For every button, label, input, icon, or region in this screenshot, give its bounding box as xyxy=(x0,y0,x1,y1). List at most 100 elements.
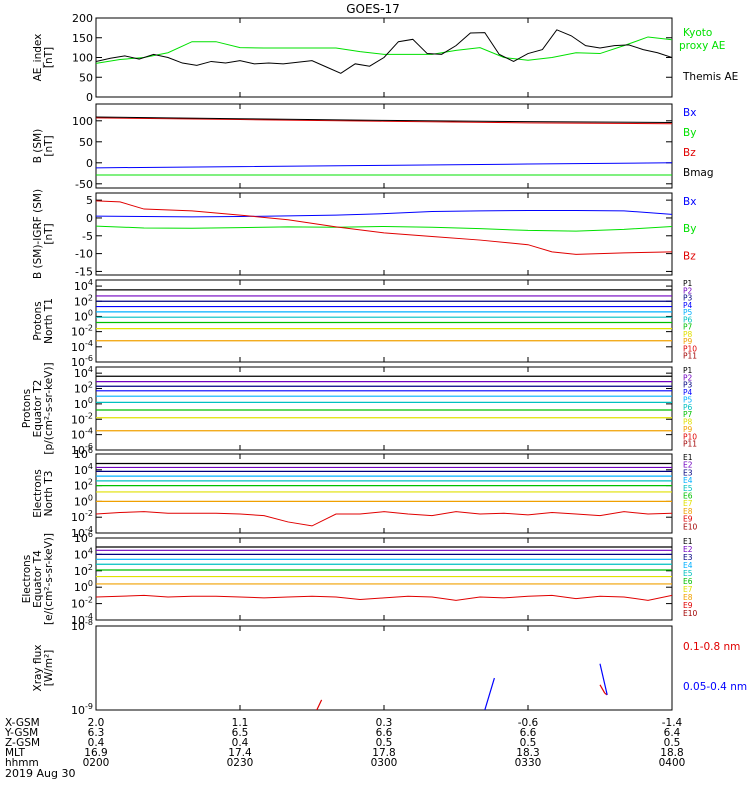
x-date-label: 2019 Aug 30 xyxy=(5,767,75,780)
y-tick-label: 100 xyxy=(74,493,93,508)
x-row-value: 6.5 xyxy=(232,727,249,739)
legend-label: E9 xyxy=(683,515,693,524)
legend-label: E7 xyxy=(683,499,693,508)
y-axis-label: [e/(cm²-s-sr-keV)] xyxy=(43,533,55,625)
legend-label: P11 xyxy=(683,440,697,449)
y-tick-label: 102 xyxy=(74,478,93,493)
legend-label: Bz xyxy=(683,147,696,159)
x-axis-annotation: 2019 Aug 30 X-GSM 2.0 1.1 0.3 -0.6 -1.4 Y-GSM 6… xyxy=(4,717,685,780)
y-axis-label: [p/(cm²-s-sr-keV)] xyxy=(43,362,55,454)
panel-frame xyxy=(95,453,673,534)
y-tick-label: 102 xyxy=(74,563,93,578)
panel-8: 10-8 10-9 Xray flux [W/m²] 0.1-0.8 nm 0.05-0.… xyxy=(32,618,747,717)
legend-label: 0.05-0.4 nm xyxy=(683,681,747,693)
series-0-05-0-4-nm xyxy=(484,677,495,710)
y-axis-label: North T1 xyxy=(43,298,55,344)
y-tick-label: 150 xyxy=(72,32,93,45)
series-bx xyxy=(96,209,672,218)
series-group xyxy=(96,462,672,527)
legend-label: Bx xyxy=(683,196,696,208)
legend-label: By xyxy=(683,127,696,139)
x-row-label: Z-GSM xyxy=(5,737,40,749)
x-row-value: -0.6 xyxy=(518,717,539,729)
series-bz xyxy=(96,200,672,255)
legend-label: P1 xyxy=(683,279,693,288)
y-axis-label: [W/m²] xyxy=(43,650,55,687)
legend-label: E5 xyxy=(683,569,693,578)
y-tick-label: 0 xyxy=(86,212,93,225)
legend-label: P4 xyxy=(683,301,693,310)
legend-label: E1 xyxy=(683,453,693,462)
legend-label: P2 xyxy=(683,373,693,382)
x-row-value: 18.3 xyxy=(516,747,539,759)
legend-label: P7 xyxy=(683,323,693,332)
y-tick-label: -5 xyxy=(82,230,93,243)
legend-label: E5 xyxy=(683,484,693,493)
y-tick-label: 104 xyxy=(74,278,93,293)
series-group xyxy=(316,663,608,710)
y-tick-label: 0 xyxy=(86,91,93,104)
legend-label: E4 xyxy=(683,561,693,570)
y-tick-label: 106 xyxy=(74,530,93,545)
y-tick-label: 100 xyxy=(72,52,93,65)
legend-label: E6 xyxy=(683,577,693,586)
legend-label: E7 xyxy=(683,585,693,594)
y-tick-label: 102 xyxy=(74,293,93,308)
panel-frame xyxy=(95,366,673,451)
series-bmag xyxy=(96,116,672,123)
series-bx xyxy=(96,162,672,169)
x-row-value: 0.4 xyxy=(88,737,105,749)
legend-label: P9 xyxy=(683,337,693,346)
legend-label: E4 xyxy=(683,476,693,485)
y-tick-label: -15 xyxy=(75,265,93,278)
y-tick-label: 100 xyxy=(72,115,93,128)
y-tick-label: 106 xyxy=(74,446,93,461)
x-row-value: 18.8 xyxy=(660,747,683,759)
y-tick-label: 102 xyxy=(74,381,93,396)
y-tick-label: 100 xyxy=(74,396,93,411)
y-tick-label: 104 xyxy=(74,365,93,380)
panel-frame xyxy=(95,192,673,276)
legend-label: Themis AE xyxy=(682,71,738,83)
y-tick-label: 10-9 xyxy=(71,702,93,717)
legend-label: P10 xyxy=(683,432,697,441)
y-axis-label: Equator T2 xyxy=(32,380,44,438)
panel-3: -15 -10 -5 0 5 B (SM)-IGRF (SM) [nT] Bx By Bz xyxy=(32,189,696,279)
x-row-value: 0.3 xyxy=(376,717,393,729)
y-tick-label: 10-4 xyxy=(71,427,93,442)
x-row-value: 0400 xyxy=(659,757,686,769)
series-0-1-0-8-nm xyxy=(599,684,606,694)
x-row-value: 17.8 xyxy=(372,747,395,759)
series-0-05-0-4-nm xyxy=(599,663,608,696)
legend-label: E3 xyxy=(683,553,693,562)
legend-label: Bx xyxy=(683,107,696,119)
y-tick-label: 10-2 xyxy=(71,411,93,426)
series-group xyxy=(96,375,672,432)
y-tick-label: 10-2 xyxy=(71,324,93,339)
legend-label: P11 xyxy=(683,352,697,361)
y-tick-label: -10 xyxy=(75,248,93,261)
y-axis-label: Protons xyxy=(21,389,33,428)
series-group xyxy=(96,116,672,176)
legend-label: P5 xyxy=(683,395,693,404)
legend-label: proxy AE xyxy=(679,40,725,52)
y-tick-label: 5 xyxy=(86,194,93,207)
x-row-label: X-GSM xyxy=(5,717,40,729)
legend-label: By xyxy=(683,223,696,235)
y-tick-label: 10-2 xyxy=(71,509,93,524)
x-row-value: 1.1 xyxy=(232,717,249,729)
series-0-1-0-8-nm xyxy=(316,699,323,710)
y-axis-label: B (SM) xyxy=(32,129,44,163)
y-axis-label: Equator T4 xyxy=(32,550,44,608)
legend-label: P4 xyxy=(683,388,693,397)
x-row-label: MLT xyxy=(5,747,25,759)
y-tick-label: 104 xyxy=(74,462,93,477)
x-row-value: 6.6 xyxy=(520,727,537,739)
x-row-value: 0200 xyxy=(83,757,110,769)
legend-label: Bz xyxy=(683,250,696,262)
legend-label: P7 xyxy=(683,410,693,419)
